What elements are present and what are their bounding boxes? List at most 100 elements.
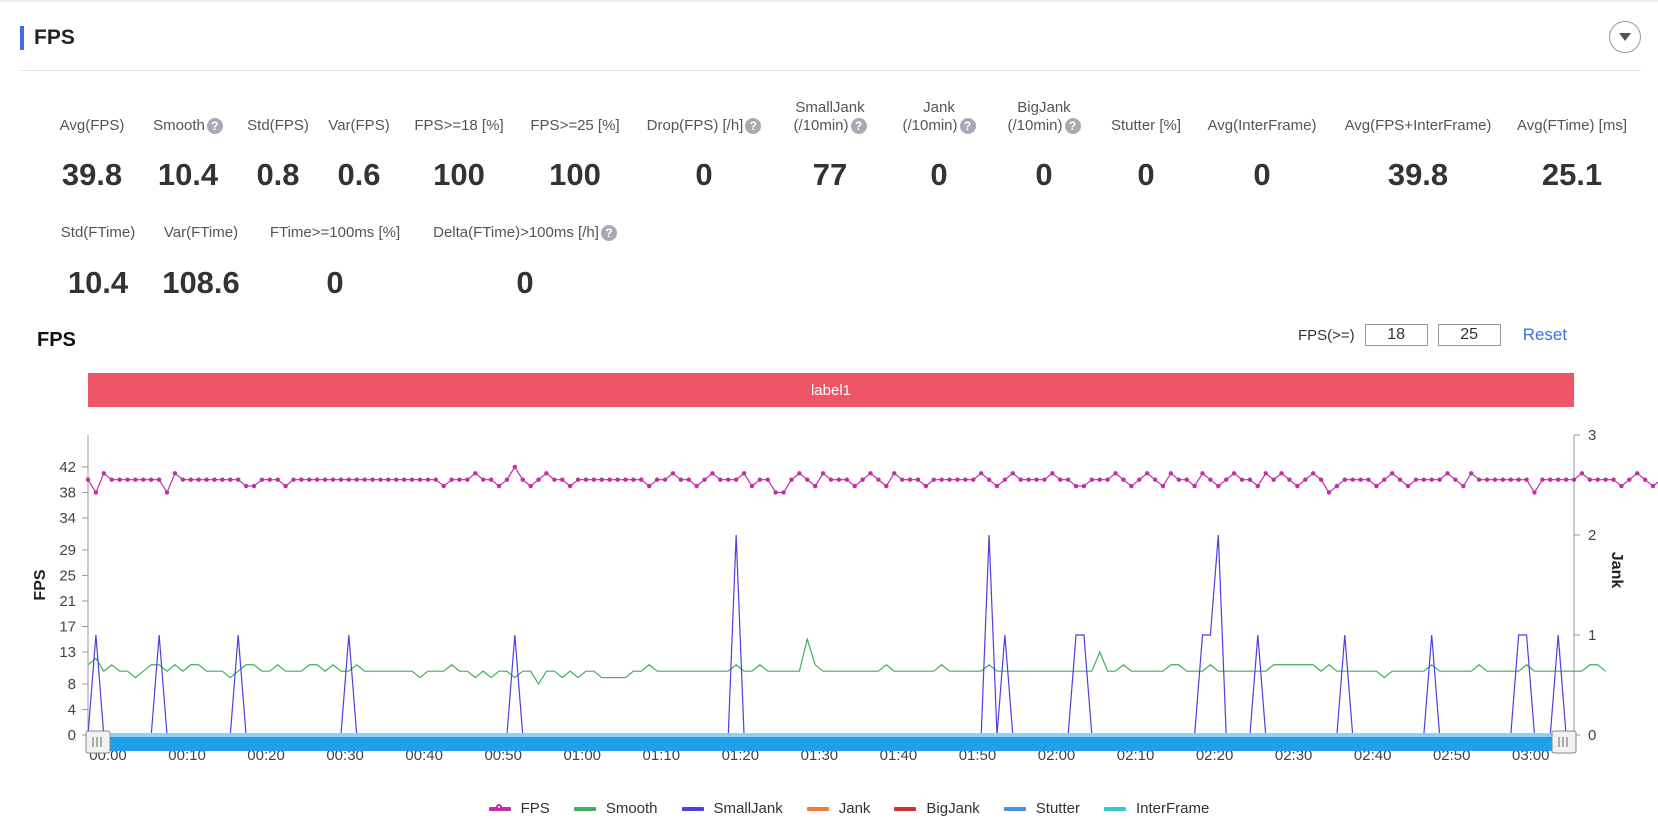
chevron-down-icon xyxy=(1619,33,1631,41)
legend-item-stutter[interactable]: Stutter xyxy=(1003,800,1080,817)
fps-point xyxy=(1113,471,1118,476)
fps-point xyxy=(765,477,770,482)
chart-title: FPS xyxy=(37,329,76,351)
legend-line-icon xyxy=(894,806,917,811)
metric-label-text: Delta(FTime)>100ms [/h] xyxy=(433,224,599,241)
fps-point xyxy=(441,483,446,489)
threshold-input-2[interactable] xyxy=(1437,324,1501,346)
zoom-handle-right[interactable] xyxy=(1551,730,1577,754)
metric-value: 0 xyxy=(326,265,344,300)
fps-point xyxy=(125,477,130,482)
x-tick-label: 03:00 xyxy=(1512,747,1550,764)
metric-std-fps: Std(FPS) 0.8 xyxy=(168,117,388,192)
fps-point xyxy=(433,477,438,482)
metric-label-text: FPS>=18 [%] xyxy=(414,117,504,134)
fps-point xyxy=(654,477,660,482)
fps-point xyxy=(1121,477,1126,482)
x-tick-label: 02:30 xyxy=(1275,747,1313,764)
metric-fps-18: FPS>=18 [%] 100 xyxy=(349,117,569,192)
fps-point xyxy=(963,477,968,482)
fps-point xyxy=(1089,477,1095,482)
fps-point xyxy=(1184,477,1189,482)
fps-point xyxy=(1247,477,1253,482)
y2-tick-label: 2 xyxy=(1588,527,1596,544)
metric-label-text: Avg(FPS+InterFrame) xyxy=(1344,117,1492,134)
collapse-button[interactable] xyxy=(1609,21,1641,53)
legend-item-bigjank[interactable]: BigJank xyxy=(894,800,980,817)
fps-point xyxy=(1555,477,1561,482)
metric-label-text: Avg(InterFrame) xyxy=(1207,117,1317,134)
help-icon[interactable]: ? xyxy=(745,118,762,134)
fps-point xyxy=(812,483,818,489)
metric-value: 10.4 xyxy=(157,157,219,192)
help-icon[interactable]: ? xyxy=(959,118,976,134)
help-icon[interactable]: ? xyxy=(600,225,617,241)
y-tick-label: 21 xyxy=(59,593,76,610)
fps-point xyxy=(1532,490,1537,495)
fps-point xyxy=(1318,477,1324,482)
fps-point xyxy=(1081,483,1087,489)
fps-point xyxy=(1405,483,1411,489)
zoom-slider-highlight xyxy=(88,733,1574,737)
label-band[interactable]: label1 xyxy=(88,373,1574,407)
fps-point xyxy=(1263,471,1268,476)
metric-value: 0.8 xyxy=(256,157,300,192)
legend-item-interframe[interactable]: InterFrame xyxy=(1103,800,1209,817)
help-icon[interactable]: ? xyxy=(206,118,223,134)
fps-point xyxy=(330,477,336,482)
fps-point xyxy=(583,477,589,482)
fps-point xyxy=(536,477,541,482)
fps-point xyxy=(259,477,265,482)
metric-label-line1: Jank xyxy=(923,99,955,116)
reset-link[interactable]: Reset xyxy=(1522,325,1568,344)
band-label: label1 xyxy=(810,381,852,399)
fps-point xyxy=(322,477,328,482)
series-smooth-line xyxy=(87,637,1606,686)
fps-point xyxy=(1216,483,1221,489)
threshold-input-1[interactable] xyxy=(1364,324,1428,346)
fps-point xyxy=(1382,477,1387,482)
fps-point xyxy=(1334,483,1340,489)
fps-point xyxy=(1587,477,1593,482)
legend-item-jank[interactable]: Jank xyxy=(806,800,870,817)
fps-point xyxy=(552,477,557,482)
x-tick-label: 01:50 xyxy=(959,747,997,764)
y-tick-label: 25 xyxy=(59,567,76,584)
metric-value: 39.8 xyxy=(61,157,123,192)
fps-point xyxy=(283,483,288,489)
legend-item-smalljank[interactable]: SmallJank xyxy=(681,800,783,817)
fps-point xyxy=(805,477,810,482)
fps-point xyxy=(220,477,225,482)
y-tick-label: 13 xyxy=(59,644,76,661)
metric-label-line2: (/10min)? xyxy=(1007,117,1081,135)
fps-point xyxy=(868,471,873,476)
zoom-slider-track xyxy=(88,733,1574,751)
metric-label-text: FPS>=25 [%] xyxy=(530,117,620,134)
fps-point xyxy=(481,477,486,482)
y2-axis-title: Jank xyxy=(1608,552,1625,589)
metric-label-text: Avg(FTime) [ms] xyxy=(1516,117,1627,134)
zoom-handle-left[interactable] xyxy=(85,730,111,754)
fps-point xyxy=(1200,471,1205,476)
legend-item-fps[interactable]: FPS xyxy=(488,800,550,817)
fps-point xyxy=(473,471,478,476)
fps-point xyxy=(1429,477,1434,482)
panel-header: FPS xyxy=(20,20,75,56)
fps-point xyxy=(994,483,1000,489)
metric-value: 0 xyxy=(695,157,713,192)
metric-label-line2: (/10min)? xyxy=(902,117,976,135)
fps-point xyxy=(1326,490,1332,495)
fps-point xyxy=(1303,477,1308,482)
fps-point xyxy=(797,471,802,476)
legend-label: Smooth xyxy=(605,800,658,817)
fps-point xyxy=(1168,471,1174,476)
help-icon[interactable]: ? xyxy=(1064,118,1081,134)
y-tick-label: 38 xyxy=(59,484,76,501)
fps-point xyxy=(1579,471,1585,476)
fps-point xyxy=(1492,477,1498,482)
help-icon[interactable]: ? xyxy=(850,118,867,134)
fps-point xyxy=(1611,477,1616,482)
fps-point xyxy=(726,477,731,482)
metric-label: Jank (/10min)? xyxy=(829,99,1049,135)
legend-item-smooth[interactable]: Smooth xyxy=(573,800,658,817)
